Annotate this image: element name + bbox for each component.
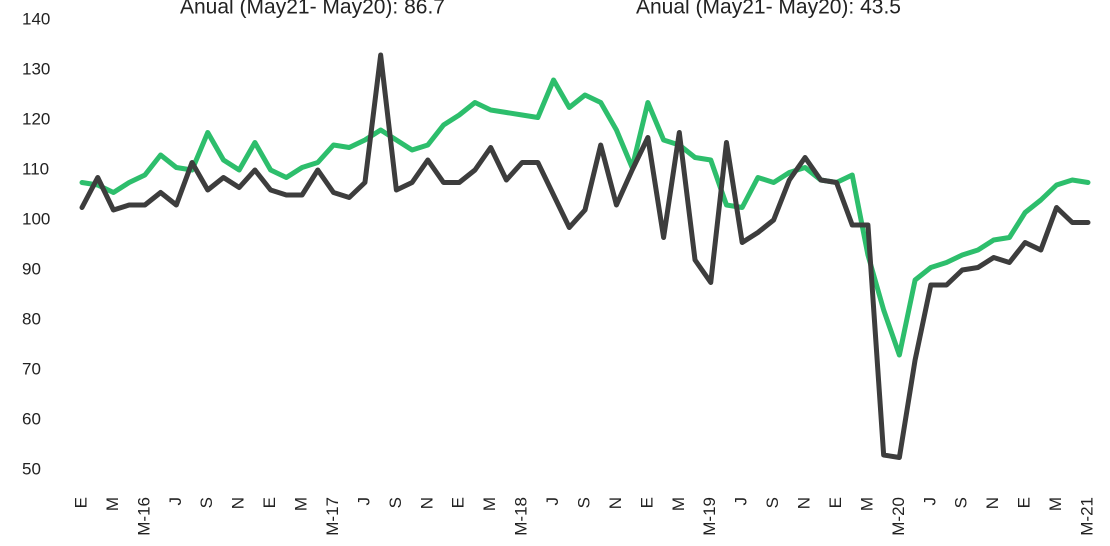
x-tick-label: M-20 — [889, 497, 908, 536]
series-line — [79, 77, 1091, 358]
x-tick-label: M-21 — [1077, 497, 1096, 536]
y-tick-label: 70 — [22, 359, 41, 378]
y-tick-label: 130 — [22, 59, 50, 78]
x-tick-label: E — [826, 497, 845, 508]
x-tick-label: E — [1015, 497, 1034, 508]
x-tick-label: N — [229, 497, 248, 509]
x-tick-label: M — [480, 497, 499, 511]
x-tick-label: S — [574, 497, 593, 508]
x-tick-label: N — [795, 497, 814, 509]
x-tick-label: S — [197, 497, 216, 508]
y-tick-label: 120 — [22, 109, 50, 128]
y-tick-label: 110 — [22, 159, 49, 178]
x-tick-label: J — [543, 497, 562, 506]
x-tick-label: M-16 — [134, 497, 153, 536]
y-tick-label: 80 — [22, 309, 41, 328]
x-tick-label: E — [449, 497, 468, 508]
x-tick-label: J — [920, 497, 939, 506]
x-tick-label: N — [983, 497, 1002, 509]
y-tick-label: 50 — [22, 459, 41, 478]
x-tick-label: S — [952, 497, 971, 508]
x-tick-label: M-18 — [512, 497, 531, 536]
annotation: Anual (May21- May20): 43.5 — [636, 0, 901, 19]
x-tick-label: J — [354, 497, 373, 506]
y-tick-label: 90 — [22, 259, 41, 278]
x-tick-label: J — [732, 497, 751, 506]
y-tick-label: 100 — [22, 209, 50, 228]
x-tick-label: N — [606, 497, 625, 509]
x-tick-label: M — [292, 497, 311, 511]
x-tick-label: M — [103, 497, 122, 511]
x-tick-label: E — [71, 497, 90, 508]
x-tick-label: M-17 — [323, 497, 342, 536]
annotation: Anual (May21- May20): 86.7 — [180, 0, 445, 19]
x-tick-label: S — [763, 497, 782, 508]
x-tick-label: S — [386, 497, 405, 508]
x-tick-label: M — [1046, 497, 1065, 511]
x-tick-label: M — [857, 497, 876, 511]
x-tick-label: N — [417, 497, 436, 509]
x-tick-label: E — [260, 497, 279, 508]
series-line — [79, 52, 1091, 460]
x-tick-label: M — [669, 497, 688, 511]
y-tick-label: 140 — [22, 9, 50, 28]
x-tick-label: E — [637, 497, 656, 508]
y-tick-label: 60 — [22, 409, 41, 428]
x-tick-label: J — [166, 497, 185, 506]
x-tick-label: M-19 — [700, 497, 719, 536]
